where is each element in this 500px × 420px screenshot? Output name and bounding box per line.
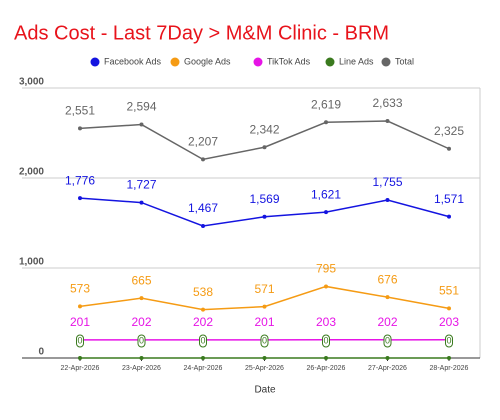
legend-marker bbox=[382, 58, 391, 67]
data-point bbox=[324, 210, 328, 214]
data-point bbox=[324, 120, 328, 124]
data-point bbox=[201, 356, 205, 360]
data-point bbox=[140, 123, 144, 127]
legend-label: Facebook Ads bbox=[104, 56, 162, 66]
data-label: 573 bbox=[70, 282, 90, 296]
y-tick-label: 3,000 bbox=[19, 77, 44, 88]
data-point bbox=[386, 356, 390, 360]
y-tick-label: 0 bbox=[38, 347, 44, 358]
data-label: 1,727 bbox=[126, 178, 156, 192]
data-label: 2,633 bbox=[372, 96, 402, 110]
data-label: 0 bbox=[200, 335, 205, 345]
data-point bbox=[78, 304, 82, 308]
data-point bbox=[447, 356, 451, 360]
data-label: 2,207 bbox=[188, 135, 218, 149]
data-label: 1,621 bbox=[311, 187, 341, 201]
data-label: 1,755 bbox=[372, 175, 402, 189]
data-label: 538 bbox=[193, 285, 213, 299]
data-label: 2,325 bbox=[434, 124, 464, 138]
legend-label: TikTok Ads bbox=[267, 56, 311, 66]
data-label: 0 bbox=[77, 335, 82, 345]
data-point bbox=[447, 147, 451, 151]
data-label: 0 bbox=[139, 335, 144, 345]
data-label: 2,594 bbox=[126, 100, 156, 114]
x-tick-label: 28-Apr-2026 bbox=[430, 365, 469, 372]
data-point bbox=[140, 356, 144, 360]
data-point bbox=[201, 157, 205, 161]
data-label: 2,342 bbox=[249, 122, 279, 136]
data-label: 0 bbox=[446, 335, 451, 345]
data-point bbox=[78, 356, 82, 360]
x-tick-label: 26-Apr-2026 bbox=[307, 365, 346, 372]
data-point bbox=[447, 306, 451, 310]
data-label: 551 bbox=[439, 284, 459, 298]
data-label: 202 bbox=[131, 315, 151, 329]
x-tick-label: 24-Apr-2026 bbox=[184, 365, 223, 372]
data-point bbox=[140, 296, 144, 300]
data-label: 665 bbox=[131, 273, 151, 287]
data-point bbox=[263, 145, 267, 149]
x-tick-label: 25-Apr-2026 bbox=[245, 365, 284, 372]
data-label: 1,467 bbox=[188, 201, 218, 215]
x-tick-label: 27-Apr-2026 bbox=[368, 365, 407, 372]
data-label: 0 bbox=[385, 335, 390, 345]
legend-marker bbox=[91, 58, 100, 67]
data-label: 676 bbox=[377, 272, 397, 286]
data-label: 203 bbox=[439, 315, 459, 329]
data-point bbox=[78, 196, 82, 200]
data-label: 201 bbox=[70, 315, 90, 329]
data-label: 1,569 bbox=[249, 192, 279, 206]
chart-title: Ads Cost - Last 7Day > M&M Clinic - BRM bbox=[14, 22, 389, 44]
y-tick-label: 1,000 bbox=[19, 257, 44, 268]
data-point bbox=[386, 198, 390, 202]
data-point bbox=[263, 215, 267, 219]
legend-marker bbox=[254, 58, 263, 67]
legend-label: Total bbox=[395, 56, 414, 66]
data-label: 0 bbox=[262, 335, 267, 345]
data-label: 795 bbox=[316, 262, 336, 276]
data-point bbox=[447, 215, 451, 219]
legend-label: Line Ads bbox=[339, 56, 374, 66]
legend-label: Google Ads bbox=[184, 56, 231, 66]
x-axis-title: Date bbox=[254, 385, 276, 396]
data-point bbox=[386, 295, 390, 299]
data-point bbox=[78, 126, 82, 130]
data-point bbox=[201, 308, 205, 312]
data-label: 1,571 bbox=[434, 192, 464, 206]
data-point bbox=[140, 201, 144, 205]
x-tick-label: 22-Apr-2026 bbox=[61, 365, 100, 372]
y-tick-label: 2,000 bbox=[19, 167, 44, 178]
data-point bbox=[324, 356, 328, 360]
data-label: 203 bbox=[316, 315, 336, 329]
data-label: 571 bbox=[254, 282, 274, 296]
data-label: 1,776 bbox=[65, 173, 95, 187]
data-label: 202 bbox=[377, 315, 397, 329]
data-label: 0 bbox=[323, 335, 328, 345]
data-label: 201 bbox=[254, 315, 274, 329]
data-label: 2,619 bbox=[311, 97, 341, 111]
data-point bbox=[386, 119, 390, 123]
data-label: 202 bbox=[193, 315, 213, 329]
x-tick-label: 23-Apr-2026 bbox=[122, 365, 161, 372]
legend-marker bbox=[326, 58, 335, 67]
legend-marker bbox=[171, 58, 180, 67]
data-point bbox=[263, 305, 267, 309]
data-point bbox=[324, 284, 328, 288]
data-point bbox=[201, 224, 205, 228]
data-label: 2,551 bbox=[65, 104, 95, 118]
data-point bbox=[263, 356, 267, 360]
